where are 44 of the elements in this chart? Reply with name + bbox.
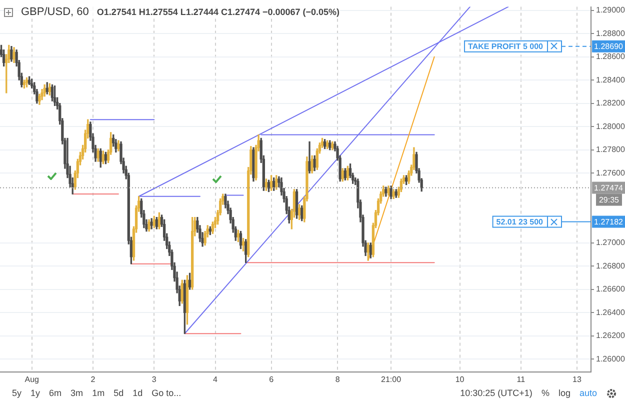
y-tick-label: 1.26000 xyxy=(596,354,625,364)
y-tick-label: 1.27600 xyxy=(596,168,625,178)
text: log xyxy=(558,388,570,398)
ref-line-label: 1.28690 xyxy=(594,42,624,52)
y-tick-label: 1.28800 xyxy=(596,28,625,38)
y-tick-label: 1.28400 xyxy=(596,75,625,84)
y-tick-label: 1.26200 xyxy=(596,331,625,340)
x-tick-label: 13 xyxy=(572,375,582,384)
text: 6m xyxy=(49,388,62,398)
x-tick-label: 8 xyxy=(335,375,340,384)
x-tick-label: 2 xyxy=(90,375,96,384)
ref-line-label: 1.27474 xyxy=(594,183,624,192)
x-tick-label: 4 xyxy=(213,375,218,384)
y-tick-label: 1.28200 xyxy=(596,98,625,108)
ref-line-label: 1.27182 xyxy=(594,217,624,226)
text: auto xyxy=(579,388,597,398)
y-tick-label: 1.26400 xyxy=(596,308,625,317)
y-tick-label: 1.26800 xyxy=(596,261,625,270)
x-tick-label: Aug xyxy=(24,375,39,384)
x-tick-label: 10 xyxy=(455,375,465,384)
y-tick-label: 1.29000 xyxy=(596,5,625,14)
x-tick-label: 6 xyxy=(269,375,274,384)
text: 1y xyxy=(30,388,40,398)
y-tick-label: 1.28600 xyxy=(596,52,625,62)
y-tick-label: 1.27800 xyxy=(596,145,625,154)
text: % xyxy=(541,388,550,398)
y-tick-label: 1.26600 xyxy=(596,284,625,294)
annotation: TAKE PROFIT 5 000 xyxy=(468,42,544,52)
text: 1d xyxy=(132,388,143,398)
text: Go to... xyxy=(152,388,182,398)
text: 10:30:25 (UTC+1) xyxy=(460,388,532,398)
annotation: 52.01 23 500 xyxy=(496,217,544,226)
x-tick-label: 11 xyxy=(516,375,526,384)
x-tick-label: 21:00 xyxy=(381,375,402,384)
text: 5d xyxy=(114,388,124,398)
text: 1m xyxy=(92,388,105,398)
y-tick-label: 1.27000 xyxy=(596,238,625,248)
x-tick-label: 3 xyxy=(152,375,157,384)
text: 29:35 xyxy=(598,195,620,204)
chart-subtitle: O1.27541 H1.27554 L1.27444 C1.27474 −0.00067 (−0.05%) xyxy=(96,7,340,17)
y-tick-label: 1.28000 xyxy=(596,122,625,131)
text: 5y xyxy=(12,388,22,398)
text: 3m xyxy=(70,388,84,398)
chart-title: GBP/USD, 60 xyxy=(21,6,89,18)
